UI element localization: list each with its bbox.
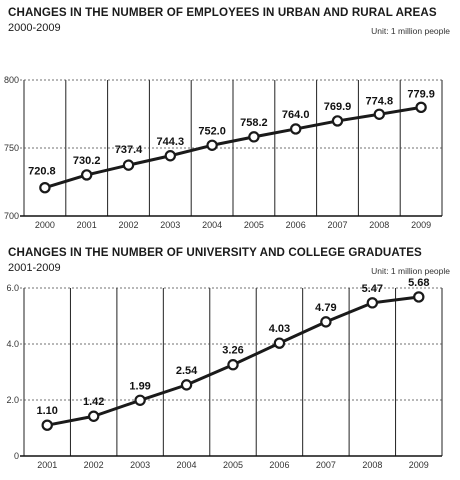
y-tick-label: 6.0 — [6, 283, 19, 293]
data-point — [134, 394, 146, 406]
x-tick-label: 2000 — [35, 220, 55, 230]
data-label: 737.4 — [115, 144, 143, 156]
unit-label: Unit: 1 million people — [371, 266, 450, 276]
x-tick-label: 2002 — [84, 460, 104, 470]
chart-subtitle: 2000-2009 — [8, 22, 61, 34]
x-tick-label: 2004 — [177, 460, 197, 470]
y-tick-label: 0 — [14, 451, 19, 461]
employees-plot: 700 750 800 2000 2001 2002 2003 2004 2005 2006 200… — [4, 75, 443, 230]
data-point — [248, 131, 260, 143]
x-tick-label: 2006 — [269, 460, 289, 470]
graduates-chart: CHANGES IN THE NUMBER OF UNIVERSITY AND … — [0, 240, 460, 480]
data-label: 5.47 — [362, 283, 383, 295]
x-tick-label: 2002 — [118, 220, 138, 230]
x-tick-label: 2005 — [244, 220, 264, 230]
data-label: 730.2 — [73, 155, 101, 167]
data-point — [320, 316, 332, 328]
x-tick-label: 2006 — [286, 220, 306, 230]
data-point — [164, 150, 176, 162]
data-point — [39, 182, 51, 194]
x-tick-label: 2008 — [362, 460, 382, 470]
x-tick-label: 2008 — [369, 220, 389, 230]
data-point — [331, 115, 344, 127]
data-label: 1.42 — [83, 396, 104, 408]
data-point — [290, 123, 302, 135]
data-point — [122, 159, 135, 171]
x-tick-label: 2007 — [316, 460, 336, 470]
data-point — [415, 101, 427, 114]
data-label: 1.99 — [129, 380, 150, 392]
y-tick-label: 4.0 — [6, 339, 19, 349]
x-tick-label: 2005 — [223, 460, 243, 470]
data-point — [366, 297, 379, 309]
data-label: 3.26 — [222, 345, 243, 357]
data-point — [87, 410, 100, 422]
x-tick-label: 2001 — [37, 460, 57, 470]
x-tick-label: 2003 — [160, 220, 180, 230]
data-label: 5.68 — [408, 277, 429, 289]
x-tick-label: 2004 — [202, 220, 222, 230]
data-point — [227, 359, 239, 371]
x-tick-label: 2003 — [130, 460, 150, 470]
data-label: 764.0 — [282, 109, 310, 121]
chart-subtitle: 2001-2009 — [8, 262, 61, 274]
data-point — [41, 419, 53, 431]
y-tick-label: 750 — [4, 143, 19, 153]
data-label: 769.9 — [324, 101, 352, 113]
data-label: 752.0 — [198, 125, 226, 137]
x-tick-label: 2001 — [77, 220, 97, 230]
graduates-plot: 0 2.0 4.0 6.0 2001 2002 2003 2004 2005 2006 2007 20… — [6, 277, 443, 470]
data-label: 2.54 — [176, 365, 198, 377]
employees-chart: CHANGES IN THE NUMBER OF EMPLOYEES IN UR… — [0, 0, 460, 238]
x-tick-label: 2009 — [409, 460, 429, 470]
data-point — [180, 379, 193, 391]
data-point — [373, 108, 385, 120]
data-label: 758.2 — [240, 117, 268, 129]
chart-title: CHANGES IN THE NUMBER OF EMPLOYEES IN UR… — [8, 6, 437, 19]
y-tick-label: 800 — [4, 75, 19, 85]
data-label: 779.9 — [407, 88, 435, 100]
data-label: 4.03 — [269, 323, 290, 335]
unit-label: Unit: 1 million people — [371, 26, 450, 36]
data-point — [206, 139, 218, 151]
y-tick-label: 700 — [4, 211, 19, 221]
data-label: 774.8 — [366, 95, 394, 107]
data-point — [273, 337, 286, 349]
x-tick-label: 2007 — [327, 220, 347, 230]
y-tick-label: 2.0 — [6, 395, 19, 405]
series-line — [44, 105, 422, 190]
data-point — [80, 169, 93, 181]
chart-title: CHANGES IN THE NUMBER OF UNIVERSITY AND … — [8, 246, 422, 259]
data-label: 744.3 — [157, 136, 185, 148]
data-label: 1.10 — [37, 405, 58, 417]
data-label: 720.8 — [28, 166, 56, 178]
data-point — [413, 291, 425, 303]
data-label: 4.79 — [315, 302, 336, 314]
x-tick-label: 2009 — [411, 220, 431, 230]
